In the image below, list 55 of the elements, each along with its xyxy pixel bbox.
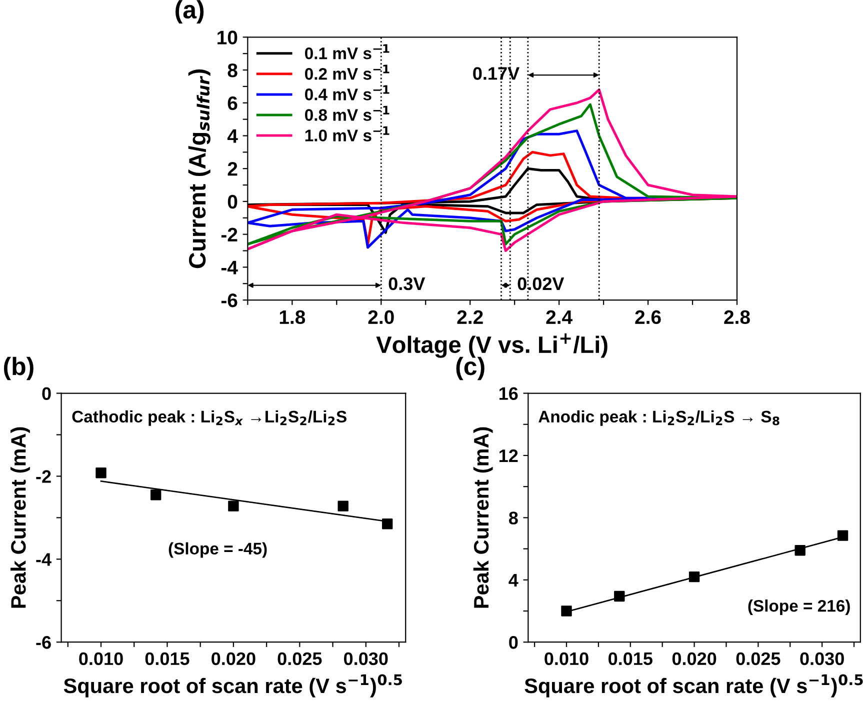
y-tick-label: -2 [221,228,238,242]
legend-label: 1.0 mV s$^{−1}$ [305,126,390,142]
y-tick-label: 0 [509,636,518,649]
y-tick-label: -2 [36,470,51,483]
x-tick-label: 0.025 [278,652,322,666]
y-tick-label: 6 [228,96,238,110]
chart-title: (a) [176,0,204,24]
x-axis-title: Square root of scan rate (V s$^{−1}$)$^{0.5}$ [64,674,402,698]
x-tick-label: 0.015 [608,652,652,666]
y-tick-label: 16 [499,387,518,400]
x-tick-label: 2.6 [635,310,661,324]
x-tick-label: 2.8 [724,310,750,324]
x-tick-label: 2.0 [368,310,394,324]
y-tick-label: 4 [508,574,518,586]
annotation: 0.02V [518,277,564,290]
x-tick-label: 0.025 [736,652,780,666]
x-axis-title: Voltage (V vs. Li$^{+}$/Li) [376,333,608,358]
annotation: 0.17V [473,67,520,80]
chart-title: (c) [456,356,484,380]
y-tick-label: -4 [36,553,52,566]
x-tick-label: 0.010 [79,652,123,666]
y-tick-label: 4 [227,129,238,143]
y-tick-label: 0 [228,194,238,209]
y-tick-label: 10 [218,30,238,44]
x-tick-label: 0.010 [544,652,588,666]
y-tick-label: 8 [508,512,518,524]
x-tick-label: 1.8 [280,310,306,324]
x-tick-label: 0.015 [145,652,190,666]
y-tick-label: 12 [499,449,518,462]
x-tick-label: 0.020 [672,652,716,666]
y-tick-label: -4 [221,260,238,274]
legend-label: 0.8 mV s$^{−1}$ [305,106,390,121]
annotation: (Slope = 216) [748,600,850,616]
x-tick-label: 2.4 [546,310,572,324]
text: Cathodic peak : Li$_{2}$S$_{x}$ →Li$_{2}$S$_{2}$/Li$_{2}$S [72,410,346,426]
x-tick-label: 0.030 [800,652,844,666]
y-tick-label: 0 [42,387,51,400]
legend-label: 0.4 mV s$^{−1}$ [305,85,390,100]
chart-title: (b) [4,356,34,380]
y-axis-title: Current (A/g$_{sulfur}$) [188,69,210,268]
annotation: 0.3V [388,277,426,290]
x-tick-label: 2.2 [457,310,483,324]
x-axis-title: Square root of scan rate (V s$^{−1}$)$^{0.5}$ [524,674,863,698]
y-tick-label: 8 [228,63,238,78]
legend-label: 0.1 mV s$^{−1}$ [305,44,390,60]
y-tick-label: 2 [228,162,238,176]
y-tick-label: -6 [36,636,51,649]
y-axis-title: Peak Current (mA) [10,427,30,608]
x-tick-label: 0.020 [212,652,256,666]
y-tick-label: -6 [221,293,238,308]
x-tick-label: 0.030 [344,652,388,666]
annotation: Anodic peak : Li$_{2}$S$_{2}$/Li$_{2}$S → S$_{8}$ [538,410,780,426]
y-axis-title: Peak Current (mA) [473,427,493,608]
legend-label: 0.2 mV s$^{−1}$ [305,64,390,80]
annotation: (Slope = -45) [168,542,267,558]
